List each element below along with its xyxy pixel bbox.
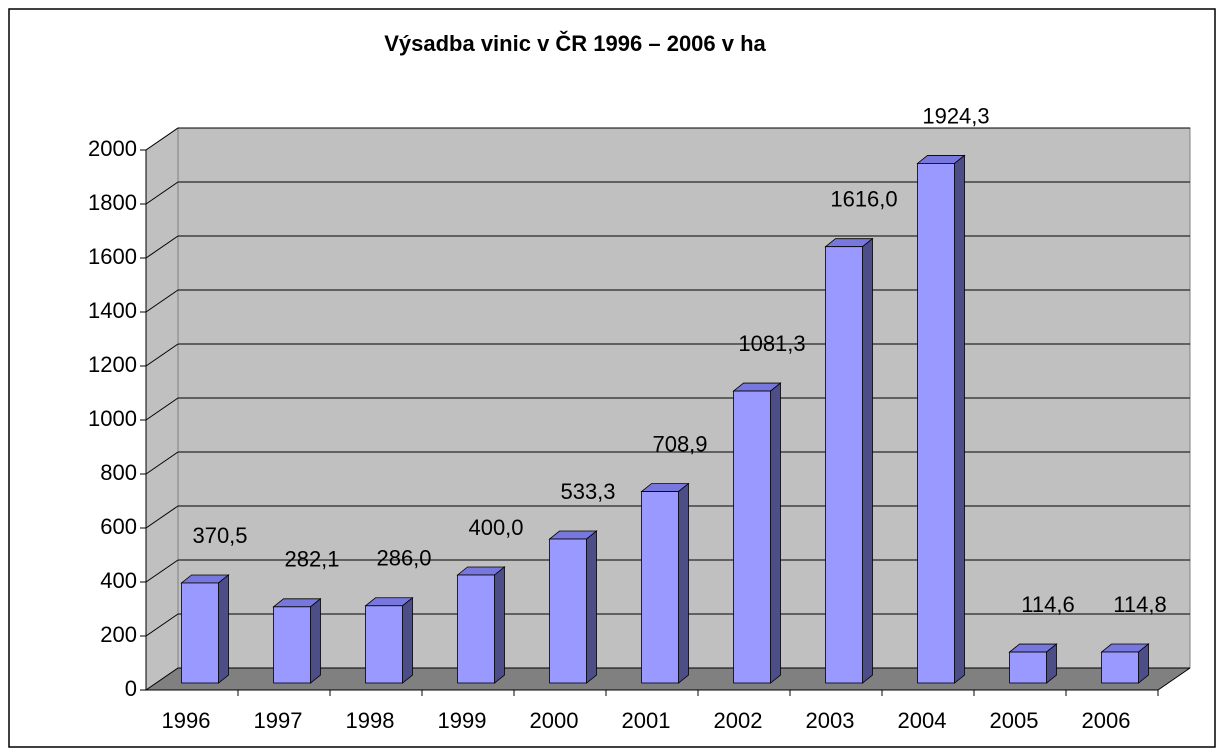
bar-side [954,154,965,684]
grid-line-side [145,613,179,637]
bar [733,390,771,684]
grid-line-side [145,127,179,151]
grid-line-side [145,505,179,529]
x-tick-label: 1996 [162,708,211,733]
bar-side [218,574,229,684]
x-axis-edge [1157,667,1191,691]
bar [1101,651,1139,684]
y-tick-label: 600 [100,514,137,539]
y-tick-label: 1800 [88,190,137,215]
bar [641,491,679,684]
x-tick-label: 1998 [346,708,395,733]
value-label: 533,3 [560,479,615,504]
value-label: 282,1 [284,547,339,572]
x-tick-label: 1997 [254,708,303,733]
bar-side [862,237,873,684]
value-label: 1924,3 [922,103,989,128]
y-tick-label: 2000 [88,136,137,161]
bar [181,582,219,684]
y-tick-label: 400 [100,568,137,593]
value-label: 114,8 [1113,592,1166,617]
bar [917,163,955,684]
grid-line-side [145,397,179,421]
bar-side [586,530,597,684]
y-tick-label: 1200 [88,352,137,377]
grid-line-side [145,667,179,691]
y-tick-label: 1000 [88,406,137,431]
value-label: 400,0 [468,515,523,540]
bar-side [402,596,413,684]
x-tick-label: 2002 [714,708,763,733]
value-label: 1616,0 [830,186,897,211]
value-label: 114,6 [1021,592,1074,617]
grid-line-side [145,289,179,313]
y-tick-label: 0 [125,676,137,701]
x-tick-label: 2001 [622,708,671,733]
value-label: 1081,3 [738,331,805,356]
x-tick-label: 1999 [438,708,487,733]
x-tick-label: 2006 [1082,708,1131,733]
x-tick-label: 2005 [990,708,1039,733]
bar [457,574,495,684]
bar-side [678,482,689,684]
y-tick-label: 800 [100,460,137,485]
value-label: 286,0 [376,546,431,571]
bar [365,605,403,684]
value-label: 370,5 [192,523,247,548]
value-label: 708,9 [652,431,707,456]
bar [1009,651,1047,684]
bar [549,538,587,684]
bar-side [770,382,781,684]
x-tick-label: 2000 [530,708,579,733]
grid-line-side [145,235,179,259]
y-tick-label: 200 [100,622,137,647]
y-tick-label: 1400 [88,298,137,323]
bar [825,246,863,684]
grid-line-side [145,343,179,367]
grid-line-side [145,181,179,205]
chart-title: Výsadba vinic v ČR 1996 – 2006 v ha [384,31,766,56]
y-tick-label: 1600 [88,244,137,269]
x-tick-label: 2004 [898,708,947,733]
grid-line-side [145,451,179,475]
bar-side [494,566,505,684]
bar [273,606,311,684]
x-tick-label: 2003 [806,708,855,733]
grid-line-side [145,559,179,583]
bar-side [310,598,321,684]
